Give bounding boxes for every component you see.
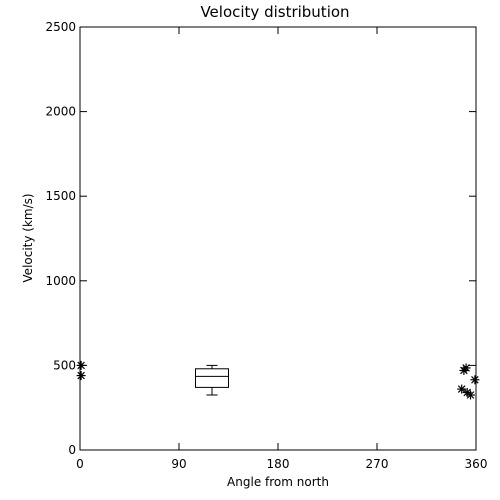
y-axis: 0 500 1000 1500 2000 2500 bbox=[45, 20, 476, 457]
box-plot bbox=[195, 364, 229, 396]
data-point bbox=[470, 375, 480, 385]
plot-frame bbox=[79, 26, 477, 451]
y-tick-label: 0 bbox=[68, 443, 76, 457]
x-tick-label: 0 bbox=[76, 457, 84, 471]
data-point bbox=[76, 371, 86, 381]
x-axis-title: Angle from north bbox=[227, 475, 329, 489]
x-tick-label: 180 bbox=[267, 457, 290, 471]
box-iqr bbox=[195, 368, 229, 388]
data-point bbox=[457, 384, 467, 394]
y-axis-title: Velocity (km/s) bbox=[21, 193, 35, 282]
x-tick-label: 270 bbox=[366, 457, 389, 471]
data-point bbox=[76, 360, 86, 370]
x-axis: 0 90 180 270 360 bbox=[76, 27, 487, 471]
data-point bbox=[461, 363, 471, 373]
data-marks bbox=[76, 360, 480, 400]
y-tick-label: 500 bbox=[53, 358, 76, 372]
y-tick-label: 1500 bbox=[45, 189, 76, 203]
chart-title: Velocity distribution bbox=[200, 3, 349, 21]
y-tick-label: 2000 bbox=[45, 105, 76, 119]
y-tick-label: 2500 bbox=[45, 20, 76, 34]
data-point bbox=[466, 390, 475, 400]
y-tick-label: 1000 bbox=[45, 274, 76, 288]
x-tick-label: 360 bbox=[465, 457, 488, 471]
x-tick-label: 90 bbox=[171, 457, 186, 471]
